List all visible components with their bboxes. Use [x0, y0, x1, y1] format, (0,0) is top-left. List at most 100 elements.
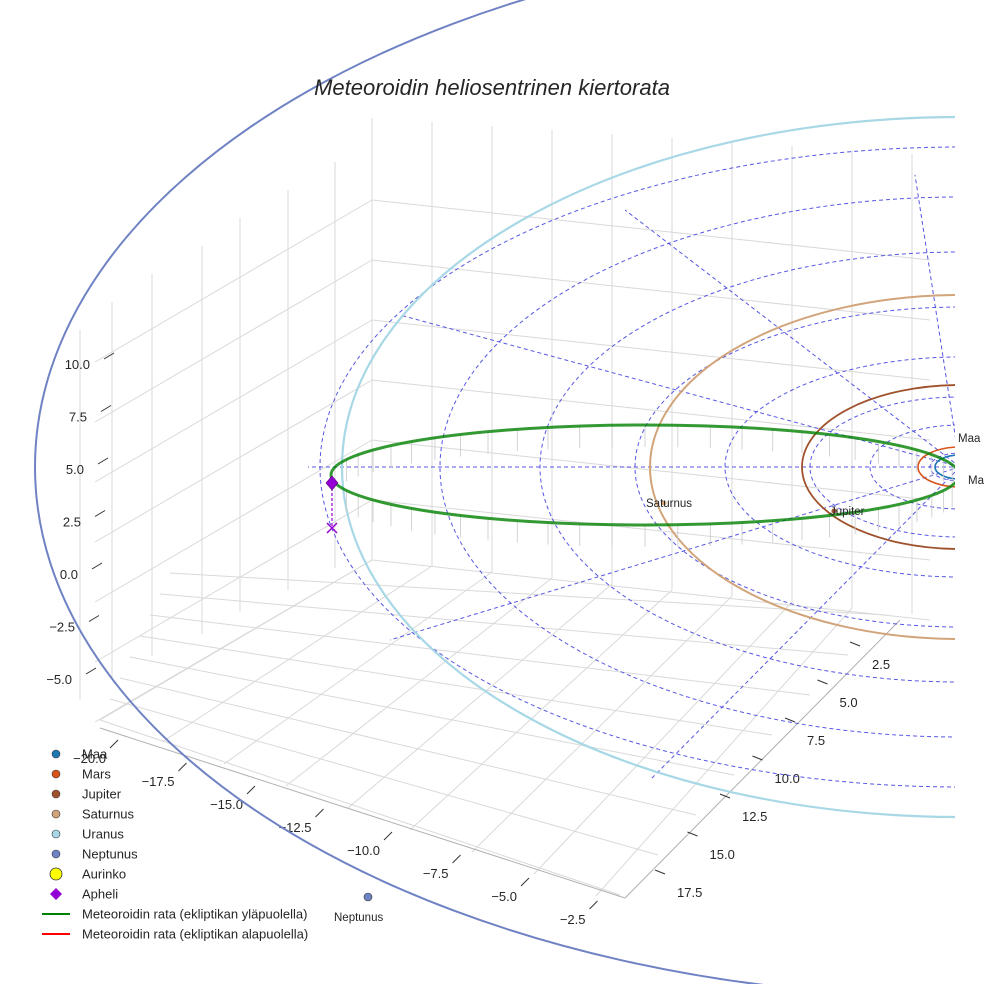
y-tick-label: 2.5 — [872, 657, 890, 672]
legend-label-apheli: Apheli — [82, 887, 118, 902]
y-tick-label: 12.5 — [742, 809, 767, 824]
aphelion-marker — [325, 475, 339, 491]
y-tick-label: 7.5 — [807, 733, 825, 748]
grid-line — [169, 572, 887, 616]
legend-label-uranus: Uranus — [82, 827, 124, 842]
x-tick-label: −5.0 — [491, 889, 517, 904]
planet-label-neptunus: Neptunus — [334, 912, 383, 924]
z-tick-mark — [88, 615, 100, 622]
y-tick-label: 5.0 — [840, 695, 858, 710]
x-tick-label: −20.0 — [73, 751, 106, 766]
grid-line — [139, 635, 773, 736]
legend-swatch-uranus — [51, 829, 61, 839]
planet-label-saturnus: Saturnus — [646, 498, 692, 510]
orbit-neptunus — [34, 0, 766, 984]
legend-swatch-aurinko — [49, 867, 63, 881]
y-tick-mark — [849, 641, 861, 647]
x-tick-mark — [383, 831, 393, 841]
legend-swatch-mars — [51, 769, 61, 779]
x-tick-mark — [315, 808, 324, 818]
grid-line — [99, 719, 621, 896]
grid-line — [94, 259, 373, 423]
aphelion-projection — [326, 522, 338, 534]
grid-line — [371, 559, 931, 621]
grid-line — [94, 319, 373, 483]
legend-label-neptunus: Neptunus — [82, 847, 138, 862]
legend-label-maa: Maa — [82, 747, 108, 762]
orbit-mars — [917, 446, 955, 488]
ecliptic-spoke — [649, 471, 955, 781]
legend-swatch-jupiter — [51, 789, 61, 799]
y-tick-label: 10.0 — [775, 771, 800, 786]
planet-jupiter — [831, 508, 837, 514]
grid-line — [533, 601, 793, 875]
y-tick-mark — [687, 831, 698, 837]
grid-line — [471, 595, 733, 853]
z-tick-mark — [100, 405, 112, 412]
orbit-saturnus — [649, 294, 955, 640]
z-tick-mark — [97, 457, 109, 465]
grid-line — [347, 583, 613, 809]
ecliptic-spoke — [399, 314, 955, 467]
planet-label-maa: Maa — [958, 433, 981, 445]
y-tick-label: 15.0 — [710, 847, 735, 862]
z-tick-mark — [85, 667, 97, 675]
ecliptic-spoke — [624, 209, 955, 464]
x-tick-label: −17.5 — [142, 774, 175, 789]
orbit-maa — [934, 454, 955, 480]
grid-line — [94, 379, 373, 543]
z-tick-label: −2.5 — [49, 620, 75, 635]
x-tick-mark — [452, 854, 461, 864]
x-tick-mark — [589, 900, 598, 910]
grid-line — [99, 559, 373, 721]
z-tick-mark — [94, 510, 106, 517]
grid-line — [371, 499, 931, 561]
x-tick-label: −10.0 — [347, 843, 380, 858]
planet-label-jupiter: Jupiter — [830, 506, 865, 518]
z-tick-label: 0.0 — [60, 567, 78, 582]
y-tick-mark — [719, 793, 731, 799]
grid-line — [409, 589, 673, 831]
ecliptic-ring — [869, 424, 955, 510]
legend-label-aurinko: Aurinko — [82, 867, 126, 882]
x-axis-line — [99, 727, 626, 899]
orbit-jupiter — [801, 384, 955, 550]
z-tick-label: −5.0 — [46, 672, 72, 687]
chart-title: Meteoroidin heliosentrinen kiertorata — [314, 75, 670, 100]
grid-line — [223, 571, 493, 765]
grid-line — [285, 577, 553, 787]
legend-swatch-maa — [51, 749, 61, 759]
grid-line — [94, 199, 373, 363]
y-tick-mark — [784, 717, 796, 723]
orbit-uranus — [341, 116, 955, 818]
y-tick-label: 17.5 — [677, 885, 702, 900]
grid-line — [94, 439, 373, 603]
legend-label-jupiter: Jupiter — [82, 787, 122, 802]
planet-neptunus — [363, 892, 373, 902]
grid-line — [109, 698, 659, 856]
x-tick-label: −15.0 — [210, 797, 243, 812]
grid-line — [129, 656, 735, 776]
grid-line — [371, 259, 931, 321]
grid-line — [595, 607, 853, 897]
x-tick-label: −2.5 — [560, 912, 586, 927]
meteoroid-orbit — [329, 423, 955, 527]
z-tick-label: 10.0 — [65, 357, 90, 372]
z-tick-label: 2.5 — [63, 515, 81, 530]
grid-line — [149, 614, 811, 696]
grid-line — [159, 593, 849, 656]
y-tick-mark — [654, 869, 666, 875]
legend-swatch-apheli — [50, 888, 62, 900]
grid-line — [119, 677, 697, 816]
x-tick-mark — [246, 785, 256, 795]
legend-swatch-saturnus — [51, 809, 61, 819]
y-tick-mark — [752, 755, 763, 761]
planet-label-mars: Mars — [968, 475, 984, 487]
x-tick-mark — [520, 877, 530, 887]
legend-swatch-neptunus — [51, 849, 61, 859]
z-tick-mark — [103, 352, 115, 360]
ecliptic-spoke — [914, 174, 955, 438]
z-tick-mark — [91, 562, 103, 570]
grid-line — [371, 379, 931, 441]
